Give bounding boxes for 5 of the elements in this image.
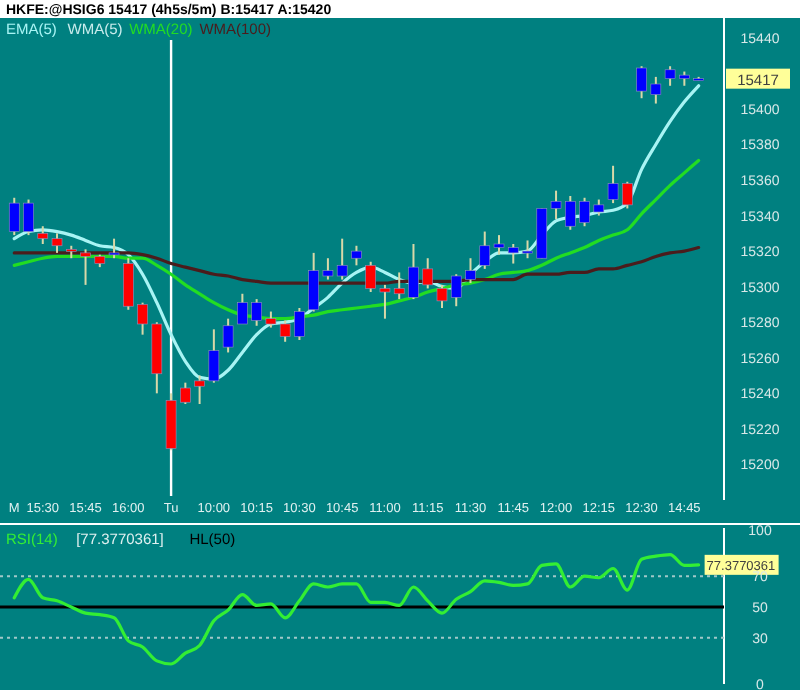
line-series (12, 84, 701, 381)
candlestick (351, 244, 362, 267)
line-series (12, 553, 701, 666)
candlestick (222, 317, 234, 354)
candlestick (108, 237, 120, 260)
